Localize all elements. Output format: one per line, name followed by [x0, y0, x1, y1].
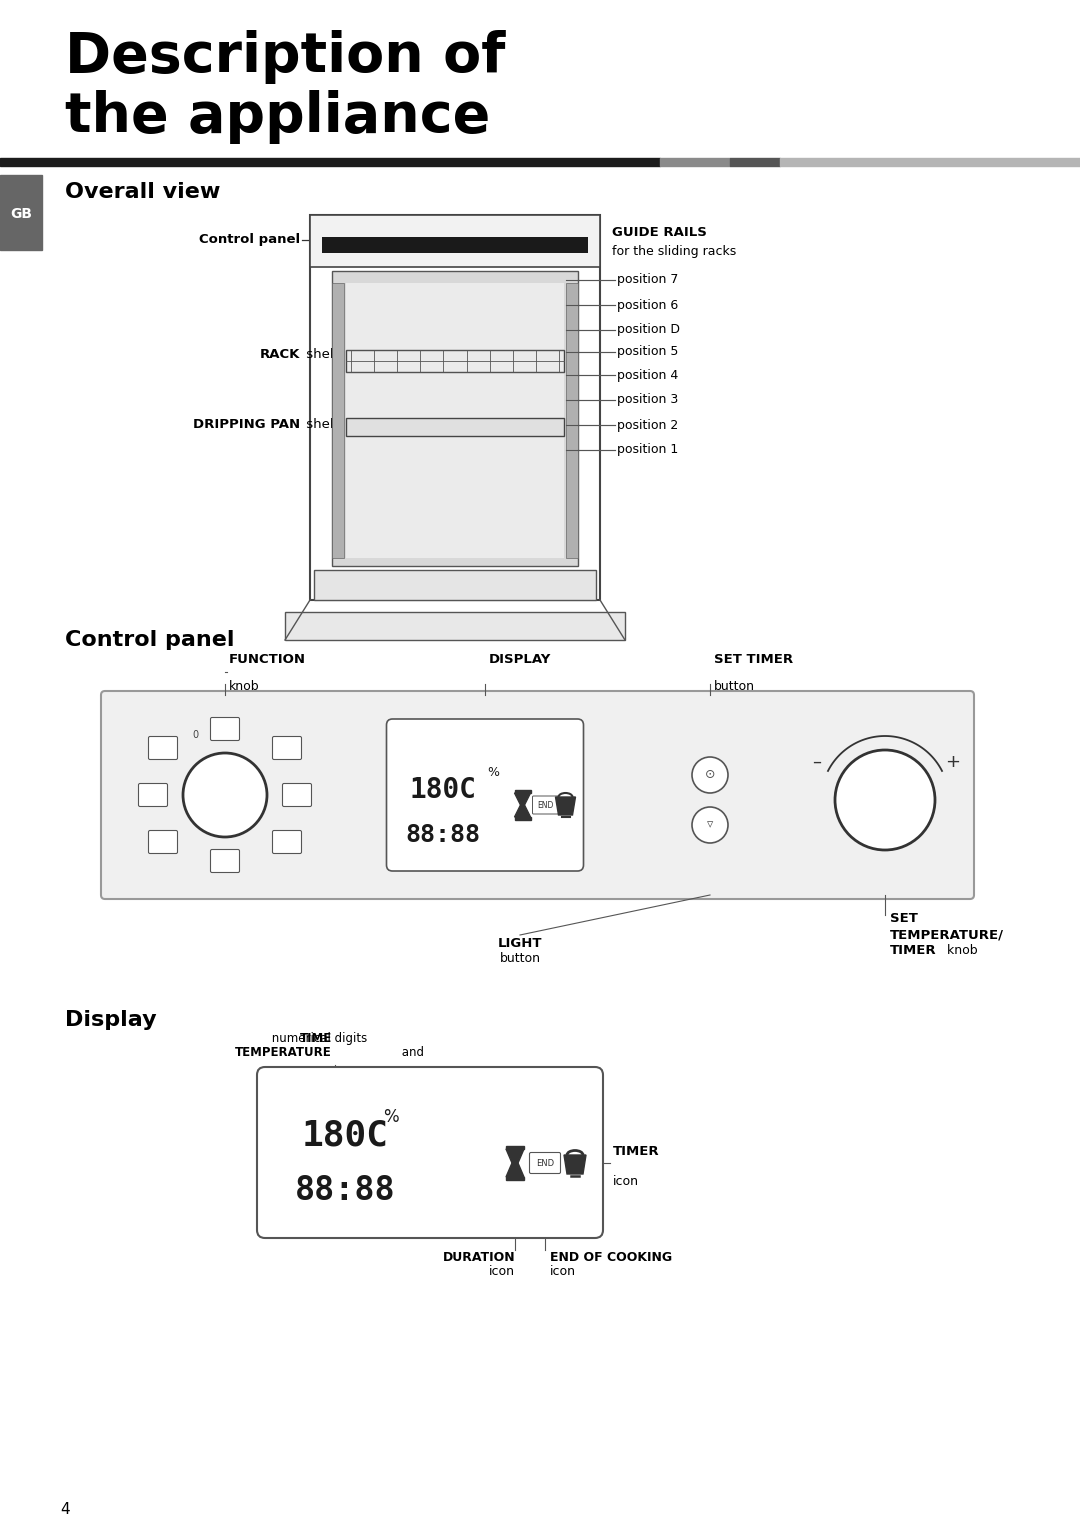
FancyBboxPatch shape — [532, 796, 558, 814]
Text: icon: icon — [550, 1265, 576, 1277]
Bar — [566, 283, 578, 558]
Text: TEMPERATURE/: TEMPERATURE/ — [890, 927, 1004, 941]
Text: icon: icon — [613, 1175, 639, 1187]
Text: GUIDE RAILS: GUIDE RAILS — [612, 226, 707, 238]
Text: TIME: TIME — [300, 1031, 332, 1045]
Bar — [314, 570, 596, 601]
Text: 180C: 180C — [409, 776, 476, 804]
Text: ⊙: ⊙ — [705, 769, 715, 781]
Text: 4: 4 — [60, 1502, 69, 1517]
Text: SET: SET — [890, 912, 918, 924]
Text: ▿: ▿ — [707, 819, 713, 831]
Text: Control panel: Control panel — [199, 234, 300, 246]
Text: FUNCTION: FUNCTION — [229, 652, 306, 666]
Text: for the sliding racks: for the sliding racks — [612, 246, 737, 258]
Text: position 7: position 7 — [617, 274, 678, 287]
Polygon shape — [507, 1163, 524, 1177]
Bar — [660, 157, 730, 167]
Text: RACK: RACK — [259, 348, 300, 362]
Bar — [507, 1146, 524, 1149]
Text: Description of: Description of — [65, 31, 505, 84]
Text: button: button — [714, 680, 755, 694]
Text: %: % — [487, 767, 499, 779]
Circle shape — [692, 807, 728, 843]
FancyBboxPatch shape — [387, 720, 583, 871]
Text: SET TIMER: SET TIMER — [714, 652, 793, 666]
Text: DRIPPING PAN: DRIPPING PAN — [193, 419, 300, 431]
Bar — [310, 215, 600, 267]
FancyBboxPatch shape — [283, 784, 311, 807]
Text: DURATION: DURATION — [443, 1251, 515, 1264]
FancyBboxPatch shape — [272, 831, 301, 854]
Circle shape — [692, 756, 728, 793]
Polygon shape — [514, 805, 530, 817]
FancyBboxPatch shape — [272, 736, 301, 759]
Text: 88:88: 88:88 — [295, 1174, 395, 1207]
Text: knob: knob — [229, 680, 259, 694]
Bar — [0, 157, 660, 167]
Text: Overall view: Overall view — [65, 182, 220, 202]
Polygon shape — [507, 1149, 524, 1163]
Circle shape — [183, 753, 267, 837]
FancyBboxPatch shape — [529, 1152, 561, 1174]
Text: TIMER: TIMER — [613, 1144, 660, 1158]
Text: position 6: position 6 — [617, 298, 678, 312]
Text: TEMPERATURE: TEMPERATURE — [235, 1047, 332, 1059]
Bar — [780, 157, 1080, 167]
Bar — [332, 283, 345, 558]
Text: position 1: position 1 — [617, 443, 678, 457]
Text: shelf: shelf — [302, 419, 338, 431]
Text: knob: knob — [943, 944, 977, 957]
Text: Display: Display — [65, 1010, 157, 1030]
Text: TIMER: TIMER — [890, 944, 936, 957]
Text: and: and — [399, 1047, 424, 1059]
FancyBboxPatch shape — [211, 850, 240, 872]
Text: position 2: position 2 — [617, 419, 678, 431]
Text: Control panel: Control panel — [65, 630, 234, 649]
Polygon shape — [555, 798, 576, 814]
Text: DISPLAY: DISPLAY — [489, 652, 552, 666]
FancyBboxPatch shape — [149, 831, 177, 854]
Bar — [0, 176, 42, 251]
Text: icon: icon — [489, 1265, 515, 1277]
Bar — [310, 215, 600, 601]
Text: END OF COOKING: END OF COOKING — [550, 1251, 672, 1264]
Text: position 4: position 4 — [617, 368, 678, 382]
Bar — [730, 157, 780, 167]
Bar — [346, 419, 564, 435]
Bar — [514, 790, 530, 793]
Text: 180C: 180C — [301, 1118, 389, 1152]
Text: END: END — [536, 1158, 554, 1167]
Text: the appliance: the appliance — [65, 90, 490, 144]
Bar — [322, 237, 588, 254]
Bar — [346, 350, 564, 371]
Text: LIGHT: LIGHT — [498, 937, 542, 950]
Text: 88:88: 88:88 — [405, 824, 480, 847]
Bar — [514, 817, 530, 821]
Text: 0: 0 — [192, 730, 198, 740]
FancyBboxPatch shape — [138, 784, 167, 807]
Bar — [346, 283, 564, 558]
Text: position 3: position 3 — [617, 394, 678, 406]
Text: –: – — [812, 753, 822, 772]
Text: position 5: position 5 — [617, 345, 678, 359]
FancyBboxPatch shape — [102, 691, 974, 898]
Bar — [507, 1177, 524, 1180]
Text: button: button — [499, 952, 540, 966]
Bar — [332, 270, 578, 565]
Circle shape — [835, 750, 935, 850]
Text: numerical digits: numerical digits — [268, 1031, 367, 1045]
Bar — [285, 613, 625, 640]
Text: position D: position D — [617, 324, 680, 336]
Text: END: END — [538, 801, 554, 810]
FancyBboxPatch shape — [149, 736, 177, 759]
Text: shelf: shelf — [302, 348, 338, 362]
Text: +: + — [945, 753, 960, 772]
FancyBboxPatch shape — [211, 718, 240, 741]
Polygon shape — [564, 1155, 586, 1174]
Polygon shape — [514, 793, 530, 805]
Text: GB: GB — [10, 206, 32, 222]
Text: %: % — [383, 1108, 399, 1126]
FancyBboxPatch shape — [257, 1067, 603, 1238]
